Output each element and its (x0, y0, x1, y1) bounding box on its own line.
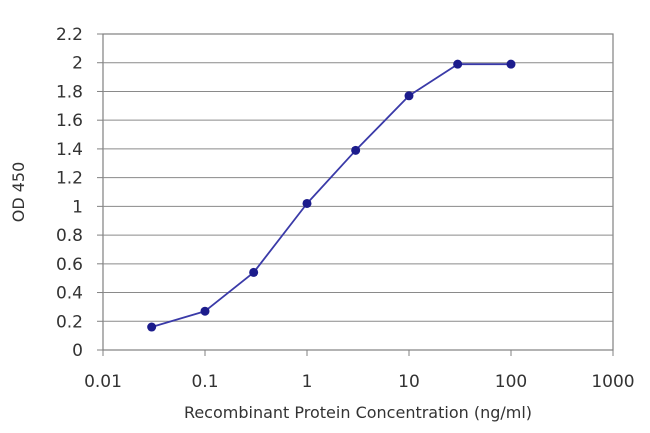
data-point (147, 322, 157, 332)
y-axis-title: OD 450 (9, 162, 28, 223)
x-tick-label: 1000 (591, 372, 634, 392)
y-tick-label: 1.8 (56, 82, 83, 102)
plot-area (102, 33, 614, 351)
x-tick-label: 1 (302, 372, 313, 392)
data-point (351, 145, 361, 155)
series-layer (147, 59, 516, 332)
data-point (404, 91, 414, 101)
y-tick-label: 1.4 (56, 140, 83, 160)
data-point (506, 59, 516, 69)
y-tick-label: 1 (72, 197, 83, 217)
x-axis-ticks: 0.01 0.1 1 10 100 1000 (84, 350, 635, 392)
y-tick-label: 0 (72, 341, 83, 361)
data-point (200, 306, 210, 316)
y-tick-label: 0.4 (56, 284, 83, 304)
y-tick-label: 1.6 (56, 111, 83, 131)
series-line (151, 63, 511, 328)
x-tick-label: 10 (398, 372, 420, 392)
data-point (249, 267, 259, 277)
y-tick-label: 0.2 (56, 312, 83, 332)
x-tick-label: 100 (495, 372, 527, 392)
data-point (302, 198, 312, 208)
y-tick-label: 0.6 (56, 255, 83, 275)
gridlines (103, 62, 613, 322)
y-tick-label: 0.8 (56, 226, 83, 246)
y-tick-label: 2.2 (56, 25, 83, 45)
y-tick-label: 1.2 (56, 169, 83, 189)
x-axis-title: Recombinant Protein Concentration (ng/ml… (184, 403, 532, 422)
x-tick-label: 0.1 (191, 372, 218, 392)
y-axis-ticks: 0 0.2 0.4 0.6 0.8 1 1.2 1.4 1.6 1.8 2 2.2 (56, 25, 103, 361)
data-point (453, 59, 463, 69)
x-tick-label: 0.01 (84, 372, 122, 392)
y-tick-label: 2 (72, 54, 83, 74)
